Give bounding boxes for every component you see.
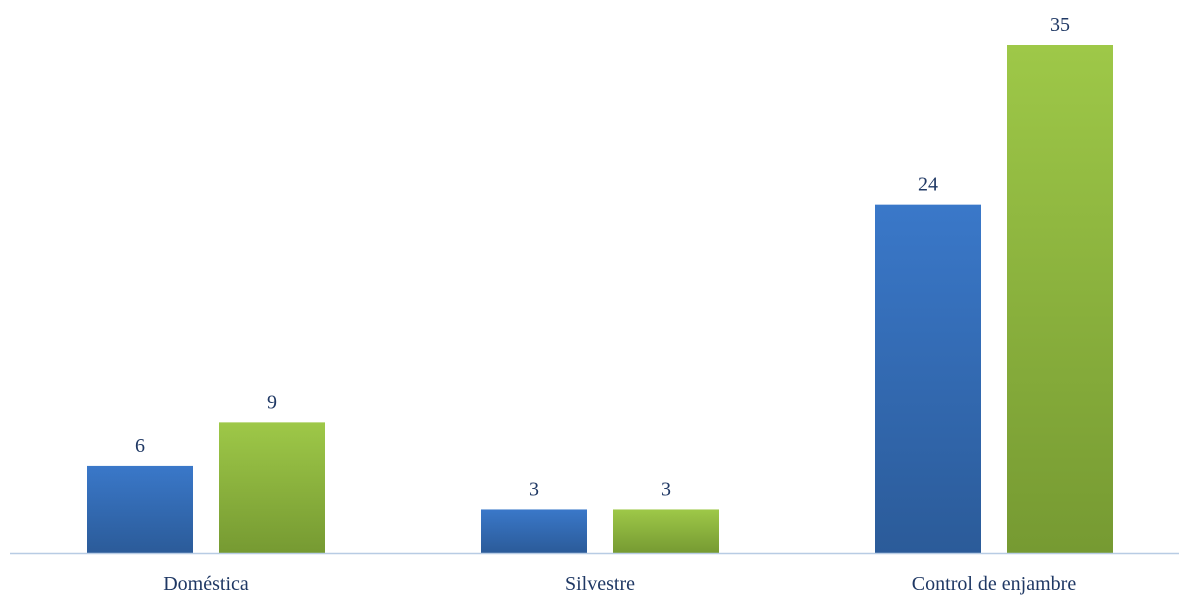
bar-series1-1: [481, 509, 587, 553]
category-labels-group: Doméstica Silvestre Control de enjambre: [163, 573, 1076, 595]
data-label-series1-2: 24: [918, 174, 938, 196]
bar-series2-1: [613, 509, 719, 553]
data-label-series1-0: 6: [135, 435, 145, 457]
x-tick-label-2: Control de enjambre: [912, 573, 1077, 595]
bar-series2-0: [219, 422, 325, 553]
bar-series1-2: [875, 204, 981, 553]
data-label-series2-0: 9: [267, 391, 277, 413]
data-label-series1-1: 3: [529, 478, 539, 500]
x-tick-label-1: Silvestre: [565, 573, 635, 595]
data-label-series2-1: 3: [661, 478, 671, 500]
bars-group: [87, 45, 1113, 553]
value-labels-group: 6 9 3 3 24 35: [135, 14, 1070, 500]
bar-series1-0: [87, 465, 193, 553]
data-label-series2-2: 35: [1050, 14, 1070, 36]
bar-series2-2: [1007, 45, 1113, 553]
x-tick-label-0: Doméstica: [163, 573, 249, 595]
